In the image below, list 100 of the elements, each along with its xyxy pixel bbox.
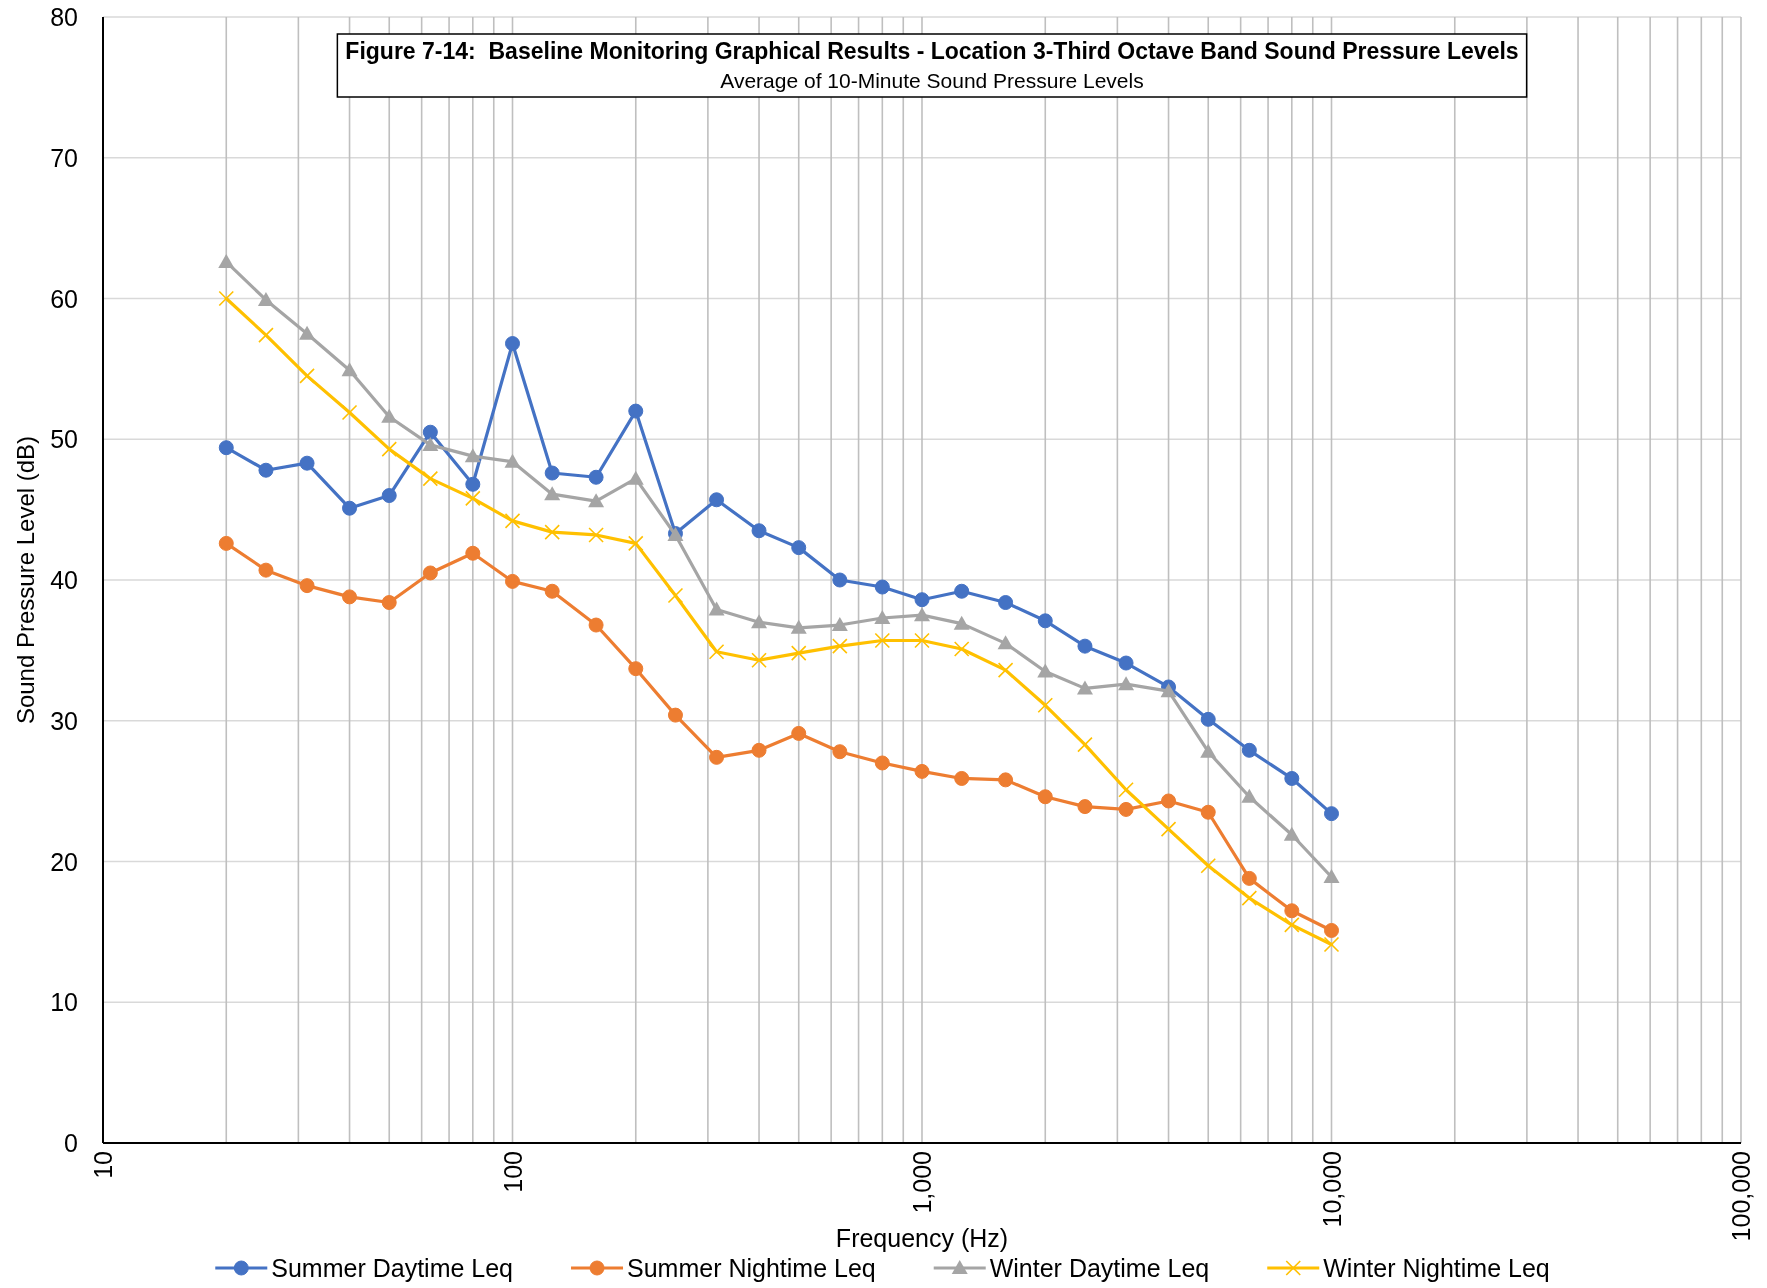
point — [1037, 789, 1053, 805]
y-tick-label: 50 — [50, 425, 78, 454]
point — [1284, 917, 1300, 933]
point — [1241, 742, 1257, 758]
point — [832, 572, 848, 588]
point — [1324, 806, 1339, 822]
point — [218, 440, 234, 456]
point — [1200, 711, 1216, 727]
point — [465, 476, 481, 492]
point — [791, 540, 807, 556]
point — [1283, 826, 1300, 841]
point — [791, 725, 807, 741]
point — [1118, 655, 1134, 671]
legend-label: Summer Nightime Leq — [627, 1254, 876, 1282]
point — [628, 403, 644, 419]
point — [708, 601, 725, 616]
point — [1284, 903, 1300, 919]
x-tick-label: 10,000 — [1317, 1151, 1346, 1228]
point — [1160, 683, 1177, 698]
point — [381, 488, 397, 504]
point — [1118, 801, 1134, 817]
point — [544, 465, 560, 481]
point — [1241, 870, 1257, 886]
point — [544, 486, 561, 501]
point — [953, 641, 970, 657]
y-axis-title: Sound Pressure Level (dB) — [11, 435, 39, 725]
point — [258, 327, 274, 343]
point — [1037, 663, 1054, 678]
point — [954, 770, 970, 786]
point — [381, 595, 397, 611]
point — [874, 755, 890, 771]
point — [751, 652, 767, 669]
point — [258, 462, 274, 478]
point — [1200, 804, 1216, 820]
legend-label: Winter Nightime Leq — [1323, 1254, 1550, 1282]
x-tick-label: 1,000 — [908, 1151, 936, 1214]
point — [218, 253, 235, 268]
point — [708, 643, 725, 660]
point — [790, 619, 807, 634]
point — [914, 607, 930, 622]
point — [1037, 613, 1053, 629]
point — [1161, 793, 1177, 809]
y-tick-label: 80 — [50, 3, 78, 31]
point — [1241, 890, 1258, 906]
point — [874, 579, 890, 595]
point — [341, 362, 358, 377]
point — [997, 662, 1014, 678]
point — [874, 632, 891, 649]
point — [1118, 676, 1135, 691]
point — [1037, 697, 1054, 714]
point — [257, 291, 274, 306]
point — [422, 424, 438, 440]
point — [627, 535, 644, 552]
point — [422, 436, 439, 451]
point — [751, 742, 767, 758]
y-tick-label: 0 — [64, 1129, 78, 1157]
point — [299, 368, 315, 384]
point — [1241, 788, 1258, 803]
point — [588, 617, 604, 633]
point — [914, 763, 930, 779]
point — [588, 469, 604, 485]
y-tick-label: 60 — [50, 284, 78, 313]
point — [422, 565, 438, 581]
point — [218, 290, 235, 307]
legend-label: Summer Daytime Leq — [271, 1254, 514, 1282]
point — [1076, 680, 1093, 695]
x-tick-label: 100 — [498, 1151, 527, 1193]
point — [504, 453, 521, 468]
point — [422, 470, 439, 487]
point — [1323, 936, 1340, 953]
point — [1324, 922, 1339, 938]
y-tick-label: 10 — [50, 988, 78, 1017]
point — [832, 744, 848, 760]
point — [1284, 770, 1300, 786]
point — [831, 617, 848, 632]
point — [627, 470, 644, 485]
y-tick-label: 40 — [50, 566, 78, 594]
point — [381, 408, 398, 423]
point — [1077, 799, 1093, 815]
point — [1323, 868, 1340, 883]
point — [299, 578, 315, 594]
point — [544, 583, 560, 599]
point — [914, 632, 930, 649]
point — [505, 573, 520, 589]
legend-label: Winter Daytime Leq — [989, 1254, 1210, 1282]
point — [342, 500, 358, 516]
point — [1077, 638, 1093, 654]
point — [751, 523, 767, 539]
point — [914, 592, 930, 608]
point — [751, 614, 768, 629]
point — [465, 545, 481, 561]
point — [667, 707, 683, 723]
point — [954, 583, 970, 599]
x-tick-label: 10 — [89, 1151, 117, 1179]
point — [588, 527, 604, 543]
y-tick-label: 30 — [50, 706, 78, 735]
point — [505, 336, 520, 352]
point — [1077, 736, 1093, 753]
y-tick-label: 20 — [50, 847, 78, 876]
point — [709, 492, 725, 508]
